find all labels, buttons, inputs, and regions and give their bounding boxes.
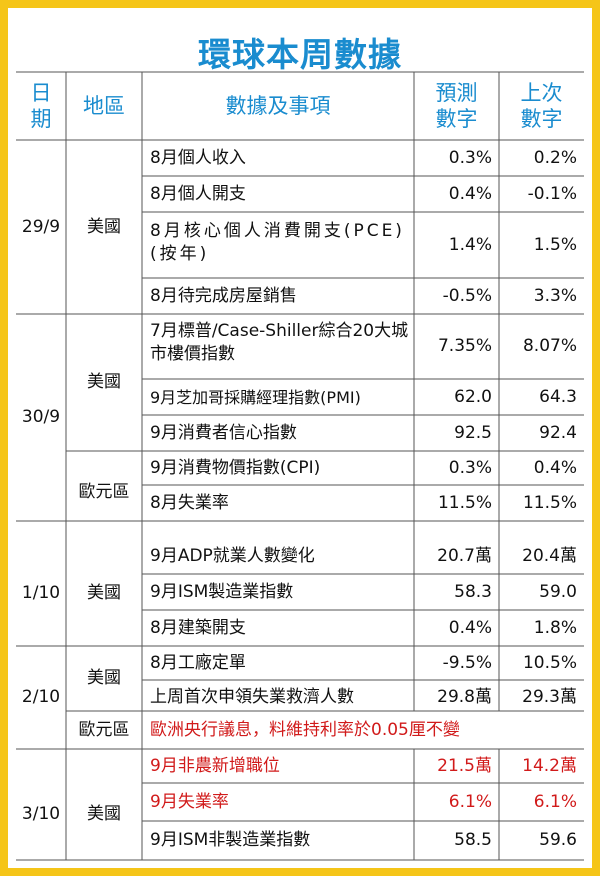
header-item: 數據及事項 xyxy=(225,94,331,118)
row-forecast: 29.8萬 xyxy=(437,687,492,707)
row-previous: 29.3萬 xyxy=(522,687,577,707)
date-cell: 29/9 xyxy=(21,217,61,237)
row-previous: 3.3% xyxy=(533,286,577,306)
date-cell: 2/10 xyxy=(21,687,61,707)
region-cell: 美國 xyxy=(87,668,121,688)
row-forecast: 0.3% xyxy=(448,148,492,168)
row-item: 8月工廠定單 xyxy=(150,653,246,673)
row-item: 8月核心個人消費開支(PCE)(按年) xyxy=(150,221,405,264)
row-item: 7月標普/Case-Shiller綜合20大城市樓價指數 xyxy=(150,321,409,364)
row-forecast: 0.3% xyxy=(448,458,492,478)
row-previous: 11.5% xyxy=(522,493,577,513)
row-forecast: 62.0 xyxy=(454,387,492,407)
row-forecast: -9.5% xyxy=(442,653,492,673)
row-item: 9月ADP就業人數變化 xyxy=(150,546,315,566)
date-cell: 1/10 xyxy=(21,583,61,603)
region-cell: 美國 xyxy=(87,804,121,824)
row-item: 9月芝加哥採購經理指數(PMI) xyxy=(150,388,361,407)
row-previous: 0.4% xyxy=(533,458,577,478)
region-cell: 歐元區 xyxy=(78,720,130,740)
row-item: 9月消費物價指數(CPI) xyxy=(150,458,321,478)
row-item: 9月非農新增職位 xyxy=(150,756,280,776)
row-previous: 14.2萬 xyxy=(522,756,577,776)
row-previous: 92.4 xyxy=(539,423,577,443)
row-item: 9月消費者信心指數 xyxy=(150,423,297,443)
header-previous: 上次數字 xyxy=(520,81,563,131)
row-previous: 1.8% xyxy=(533,618,577,638)
row-forecast: 58.5 xyxy=(454,830,492,850)
row-previous: 20.4萬 xyxy=(522,546,577,566)
page-title: 環球本周數據 xyxy=(198,35,402,74)
row-forecast: -0.5% xyxy=(442,286,492,306)
row-previous: 1.5% xyxy=(533,235,577,255)
region-cell: 歐元區 xyxy=(78,482,130,502)
row-forecast: 7.35% xyxy=(437,336,492,356)
region-cell: 美國 xyxy=(87,372,121,392)
row-previous: 10.5% xyxy=(522,653,577,673)
row-forecast: 1.4% xyxy=(448,235,492,255)
row-previous: 6.1% xyxy=(533,792,577,812)
region-cell: 美國 xyxy=(87,217,121,237)
ecb-note: 歐洲央行議息，料維持利率於0.05厘不變 xyxy=(150,720,460,740)
header-date: 日期 xyxy=(30,81,52,131)
region-cell: 美國 xyxy=(87,583,121,603)
date-cell: 3/10 xyxy=(21,804,61,824)
row-item: 8月建築開支 xyxy=(150,618,246,638)
row-forecast: 6.1% xyxy=(448,792,492,812)
row-forecast: 0.4% xyxy=(448,184,492,204)
row-item: 9月ISM製造業指數 xyxy=(150,582,294,602)
row-forecast: 21.5萬 xyxy=(437,756,492,776)
header-forecast: 預測數字 xyxy=(435,81,478,131)
row-item: 上周首次申領失業救濟人數 xyxy=(150,687,354,707)
row-item: 8月個人開支 xyxy=(150,184,246,204)
row-forecast: 11.5% xyxy=(437,493,492,513)
row-previous: 64.3 xyxy=(539,387,577,407)
header-region: 地區 xyxy=(83,94,125,118)
row-item: 9月失業率 xyxy=(150,792,229,812)
row-forecast: 20.7萬 xyxy=(437,546,492,566)
row-forecast: 58.3 xyxy=(454,582,492,602)
row-previous: 0.2% xyxy=(533,148,577,168)
row-previous: 59.6 xyxy=(539,830,577,850)
date-cell: 30/9 xyxy=(21,407,61,427)
row-item: 8月個人收入 xyxy=(150,148,246,168)
row-forecast: 0.4% xyxy=(448,618,492,638)
row-item: 9月ISM非製造業指數 xyxy=(150,830,311,850)
row-item: 8月待完成房屋銷售 xyxy=(150,286,297,306)
row-previous: 59.0 xyxy=(539,582,577,602)
row-previous: 8.07% xyxy=(522,336,577,356)
table-grid xyxy=(16,71,584,861)
row-forecast: 92.5 xyxy=(454,423,492,443)
row-item: 8月失業率 xyxy=(150,493,229,513)
data-table-card: 環球本周數據 xyxy=(8,8,592,868)
row-previous: -0.1% xyxy=(527,184,577,204)
